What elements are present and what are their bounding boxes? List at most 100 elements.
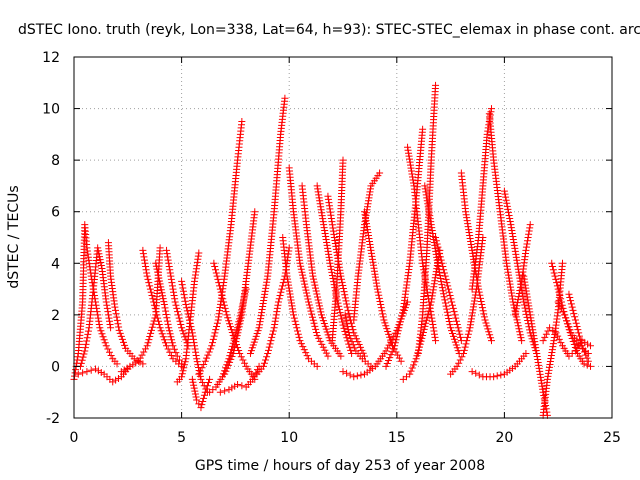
data-point (383, 325, 391, 333)
data-point (448, 327, 456, 335)
data-point (567, 300, 575, 308)
data-point (296, 259, 304, 267)
data-point (432, 271, 440, 279)
series-arc (554, 298, 594, 370)
data-point (139, 246, 147, 254)
data-point (300, 277, 308, 285)
data-point (311, 281, 319, 289)
data-point (113, 313, 121, 321)
data-point (189, 332, 197, 340)
data-point (426, 301, 434, 309)
data-point (101, 339, 109, 347)
data-point (199, 379, 207, 387)
data-point (348, 338, 356, 346)
data-point (555, 288, 563, 296)
data-point (180, 291, 188, 299)
data-point (83, 334, 91, 342)
data-point (444, 282, 452, 290)
data-point (148, 323, 156, 331)
data-point (256, 318, 264, 326)
data-point (552, 329, 560, 337)
data-point (328, 268, 336, 276)
data-point (475, 285, 483, 293)
data-point (350, 373, 358, 381)
data-point (263, 353, 271, 361)
data-point (259, 303, 267, 311)
data-point (234, 380, 242, 388)
data-point (132, 359, 140, 367)
data-point (294, 330, 302, 338)
data-point (195, 370, 203, 378)
data-point (445, 314, 453, 322)
data-point (559, 308, 567, 316)
data-point (541, 333, 549, 341)
data-point (435, 268, 443, 276)
data-point (204, 351, 212, 359)
data-point (156, 324, 164, 332)
data-point (252, 332, 260, 340)
data-point (576, 335, 584, 343)
data-point (266, 340, 274, 348)
data-point (146, 285, 154, 293)
data-point (328, 271, 336, 279)
data-point (477, 297, 485, 305)
data-point (342, 317, 350, 325)
data-point (163, 342, 171, 350)
data-point (297, 340, 305, 348)
data-point (259, 299, 267, 307)
data-point (380, 316, 388, 324)
data-point (523, 240, 531, 248)
data-point (331, 287, 339, 295)
data-point (385, 341, 393, 349)
data-point (95, 317, 103, 325)
data-point (586, 342, 594, 350)
data-point (299, 274, 307, 282)
data-point (97, 327, 105, 335)
data-point (117, 368, 125, 376)
y-tick-label: 12 (42, 50, 60, 66)
series-arc (432, 234, 465, 345)
data-point (337, 352, 345, 360)
data-point (516, 283, 524, 291)
data-point (555, 335, 563, 343)
data-point (220, 298, 228, 306)
data-point (107, 351, 115, 359)
data-point (248, 344, 256, 352)
data-point (259, 362, 267, 370)
data-point (567, 297, 575, 305)
data-point (166, 348, 174, 356)
data-point (515, 290, 523, 298)
data-point (343, 320, 351, 328)
data-point (442, 275, 450, 283)
x-tick-label: 0 (70, 430, 79, 446)
data-point (228, 384, 236, 392)
data-point (482, 319, 490, 327)
data-point (421, 322, 429, 330)
series-arc (104, 239, 147, 368)
data-point (544, 327, 552, 335)
data-point (178, 360, 186, 368)
data-point (116, 329, 124, 337)
data-point (272, 311, 280, 319)
data-point (483, 322, 491, 330)
data-point (554, 298, 562, 306)
data-point (165, 324, 173, 332)
data-point (404, 298, 412, 306)
data-point (304, 295, 312, 303)
data-point (226, 320, 234, 328)
data-point (178, 281, 186, 289)
data-point (72, 366, 80, 374)
data-point (234, 329, 242, 337)
data-point (201, 357, 209, 365)
data-point (539, 337, 547, 345)
data-point (305, 301, 313, 309)
data-point (226, 358, 234, 366)
data-point (447, 324, 455, 332)
data-point (573, 322, 581, 330)
data-point (120, 366, 128, 374)
data-point (509, 298, 517, 306)
data-point (480, 313, 488, 321)
data-point (202, 385, 210, 393)
data-point (318, 340, 326, 348)
